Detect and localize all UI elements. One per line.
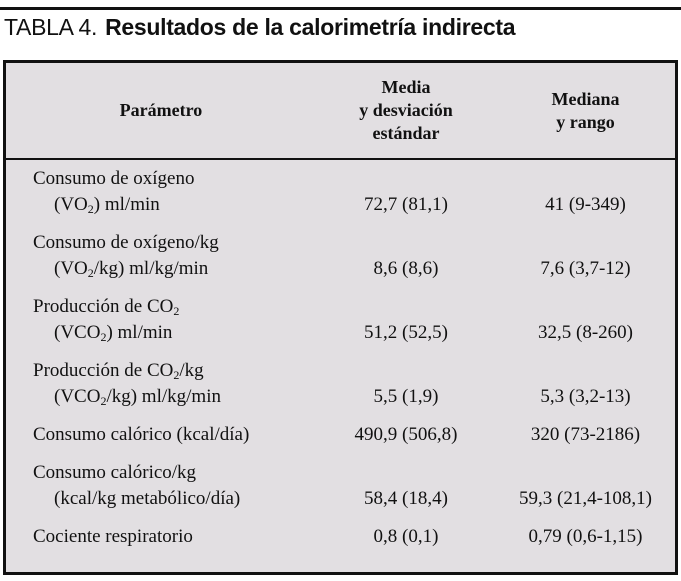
header-row: Parámetro Media y desviación estándar Me… <box>6 63 675 160</box>
parameter-line: Consumo de oxígeno/kg <box>33 230 316 256</box>
mean-cell: 58,4 (18,4) <box>364 488 448 509</box>
text-segment: (kcal/kg metabólico/día) <box>54 488 241 509</box>
parameter-unit-line: (kcal/kg metabólico/día) <box>33 486 316 512</box>
text-segment: (VO <box>54 258 88 279</box>
median-cell: 5,3 (3,2-13) <box>540 386 631 407</box>
header-parameter: Parámetro <box>6 63 316 160</box>
text-segment: (VCO <box>54 386 101 407</box>
table-row: Consumo de oxígeno/kg (VO2/kg) ml/kg/min 8… <box>6 224 675 288</box>
text-segment: Consumo calórico/kg <box>33 462 197 483</box>
subscript: 2 <box>173 368 180 382</box>
parameter-line: Consumo de oxígeno <box>33 166 316 192</box>
table-body: Consumo de oxígeno (VO2) ml/min 72,7 (81,1… <box>6 159 675 556</box>
header-parameter-label: Parámetro <box>119 100 203 120</box>
mean-cell: 51,2 (52,5) <box>364 322 448 343</box>
mean-cell: 72,7 (81,1) <box>364 194 448 215</box>
parameter-cell: Consumo de oxígeno (VO2) ml/min <box>6 159 316 224</box>
parameter-unit-line: (VCO2) ml/min <box>33 320 316 346</box>
table-row: Cociente respiratorio 0,8 (0,1) 0,79 (0,6-… <box>6 518 675 556</box>
parameter-line: Producción de CO2/kg <box>33 358 316 384</box>
parameter-unit-line: (VO2/kg) ml/kg/min <box>33 256 316 282</box>
text-segment: Consumo de oxígeno/kg <box>33 232 219 253</box>
results-table: Parámetro Media y desviación estándar Me… <box>6 63 675 556</box>
text-segment: ) ml/min <box>93 194 160 215</box>
text-segment: Producción de CO <box>33 360 174 381</box>
text-segment: Consumo calórico (kcal/día) <box>33 424 250 445</box>
mean-cell: 8,6 (8,6) <box>373 258 439 279</box>
table-number: TABLA 4. <box>4 14 98 40</box>
header-mean: Media y desviación estándar <box>316 63 496 160</box>
text-segment: Cociente respiratorio <box>33 526 193 547</box>
text-segment: Producción de CO <box>33 296 174 317</box>
table-row: Producción de CO2 (VCO2) ml/min 51,2 (52,5… <box>6 288 675 352</box>
table-title: Resultados de la calorimetría indirecta <box>105 14 516 40</box>
parameter-line: Cociente respiratorio <box>33 524 316 550</box>
median-cell: 32,5 (8-260) <box>538 322 633 343</box>
header-mean-line: Media <box>381 77 431 97</box>
mean-cell: 0,8 (0,1) <box>373 526 439 547</box>
table-row: Consumo de oxígeno (VO2) ml/min 72,7 (81,1… <box>6 159 675 224</box>
top-rule <box>0 7 681 10</box>
mean-cell: 5,5 (1,9) <box>373 386 439 407</box>
text-segment: /kg <box>179 360 204 381</box>
median-cell: 0,79 (0,6-1,15) <box>528 526 643 547</box>
parameter-unit-line: (VCO2/kg) ml/kg/min <box>33 384 316 410</box>
median-cell: 7,6 (3,7-12) <box>540 258 631 279</box>
subscript: 2 <box>100 330 107 344</box>
parameter-cell: Producción de CO2 (VCO2) ml/min <box>6 288 316 352</box>
parameter-cell: Producción de CO2/kg (VCO2/kg) ml/kg/min <box>6 352 316 416</box>
text-segment: (VCO <box>54 322 101 343</box>
header-median: Mediana y rango <box>496 63 675 160</box>
parameter-cell: Consumo calórico/kg (kcal/kg metabólico/d… <box>6 454 316 518</box>
parameter-cell: Consumo calórico (kcal/día) <box>6 416 316 454</box>
results-table-box: Parámetro Media y desviación estándar Me… <box>3 60 678 575</box>
table-row: Consumo calórico (kcal/día) 490,9 (506,8)… <box>6 416 675 454</box>
parameter-cell: Consumo de oxígeno/kg (VO2/kg) ml/kg/min <box>6 224 316 288</box>
median-cell: 41 (9-349) <box>545 194 626 215</box>
parameter-unit-line: (VO2) ml/min <box>33 192 316 218</box>
parameter-line: Consumo calórico (kcal/día) <box>33 422 316 448</box>
text-segment: /kg) ml/kg/min <box>93 258 209 279</box>
parameter-line: Consumo calórico/kg <box>33 460 316 486</box>
parameter-line: Producción de CO2 <box>33 294 316 320</box>
subscript: 2 <box>173 304 180 318</box>
header-mean-line: y desviación <box>359 100 453 120</box>
text-segment: /kg) ml/kg/min <box>106 386 221 407</box>
table-caption: TABLA 4. Resultados de la calorimetría in… <box>4 14 515 41</box>
parameter-cell: Cociente respiratorio <box>6 518 316 556</box>
header-median-line: y rango <box>556 111 615 132</box>
text-segment: (VO <box>54 194 88 215</box>
subscript: 2 <box>87 202 94 216</box>
median-cell: 320 (73-2186) <box>530 424 641 445</box>
median-cell: 59,3 (21,4-108,1) <box>519 488 652 509</box>
header-mean-line: estándar <box>372 123 440 143</box>
mean-cell: 490,9 (506,8) <box>354 424 458 445</box>
subscript: 2 <box>87 266 94 280</box>
header-median-line: Mediana <box>551 88 620 109</box>
subscript: 2 <box>100 394 107 408</box>
text-segment: ) ml/min <box>106 322 173 343</box>
table-row: Producción de CO2/kg (VCO2/kg) ml/kg/min 5… <box>6 352 675 416</box>
text-segment: Consumo de oxígeno <box>33 168 195 189</box>
table-row: Consumo calórico/kg (kcal/kg metabólico/d… <box>6 454 675 518</box>
